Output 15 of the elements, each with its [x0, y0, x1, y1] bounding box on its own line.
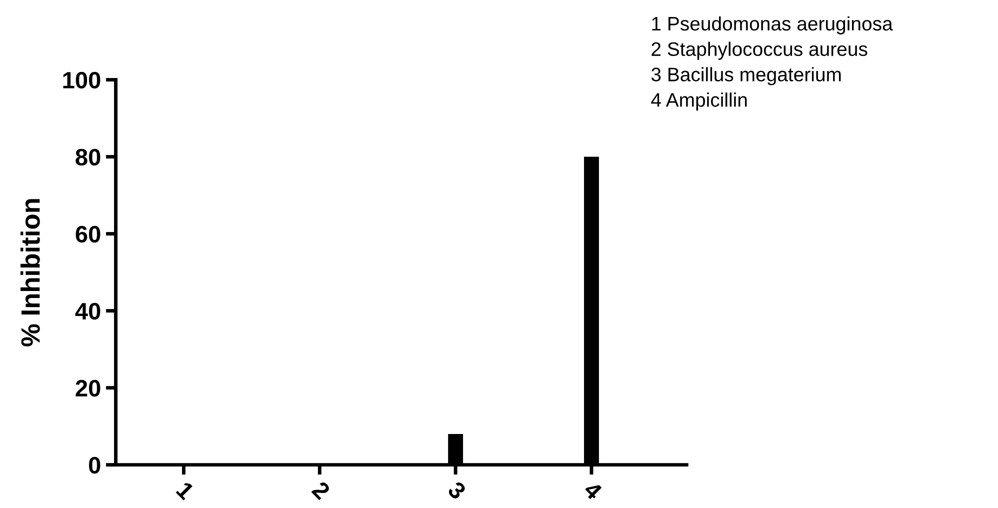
y-tick-label: 60	[76, 226, 100, 243]
y-tick-label: 100	[63, 72, 100, 89]
text: 2 Staphylococcus aureus	[652, 42, 868, 60]
x-tick-label: 3	[446, 480, 467, 500]
text: 1 Pseudomonas aeruginosa	[652, 16, 893, 34]
x-tick-label: 1	[176, 481, 196, 500]
y-tick-label: 40	[75, 302, 100, 320]
y-tick-label: 0	[88, 456, 100, 474]
annotation: 4 Ampicillin	[651, 92, 747, 111]
y-axis-title: % Inhibition	[20, 199, 40, 346]
x-tick-label: 2	[311, 480, 331, 500]
y-tick-label: 80	[76, 148, 100, 166]
y-tick-label: 20	[76, 380, 100, 397]
annotation: 3 Bacillus megaterium	[651, 67, 841, 86]
x-tick-label: 4	[582, 480, 604, 501]
